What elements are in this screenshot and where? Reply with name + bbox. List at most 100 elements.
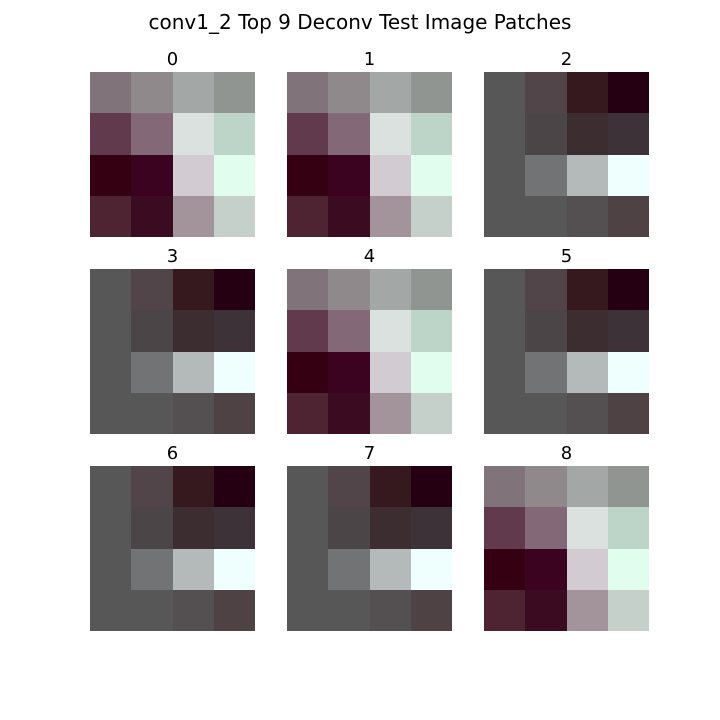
patch-grid-5 [484, 269, 649, 434]
patch-pixel-r2-c2 [566, 154, 608, 196]
patch-pixel-r3-c2 [172, 195, 214, 237]
patch-pixel-r3-c1 [328, 392, 370, 434]
patch-pixel-r3-c1 [131, 392, 173, 434]
patch-grid-7 [287, 466, 452, 631]
patch-pixel-r0-c0 [484, 466, 526, 508]
patch-pixel-r1-c2 [566, 507, 608, 549]
patch-title-2: 2 [560, 49, 573, 70]
patch-title-1: 1 [363, 49, 376, 70]
patch-pixel-r1-c3 [607, 310, 649, 352]
patch-pixel-r1-c0 [287, 113, 329, 155]
patch-pixel-r3-c3 [607, 392, 649, 434]
patch-pixel-r3-c0 [484, 589, 526, 631]
patch-grid-0 [90, 72, 255, 237]
patch-pixel-r2-c3 [607, 548, 649, 590]
patch-pixel-r0-c0 [90, 269, 132, 311]
patch-pixel-r1-c2 [369, 310, 411, 352]
patch-pixel-r0-c1 [131, 72, 173, 114]
patch-pixel-r0-c3 [607, 72, 649, 114]
patch-pixel-r2-c1 [525, 154, 567, 196]
patch-pixel-r1-c2 [172, 113, 214, 155]
patch-pixel-r1-c1 [328, 310, 370, 352]
patch-pixel-r1-c1 [328, 507, 370, 549]
patch-pixel-r1-c3 [410, 310, 452, 352]
patch-pixel-r2-c0 [287, 154, 329, 196]
patch-grid-8 [484, 466, 649, 631]
patch-pixel-r3-c0 [484, 195, 526, 237]
patch-pixel-r0-c2 [172, 269, 214, 311]
patch-title-0: 0 [166, 49, 179, 70]
patch-grid-3 [90, 269, 255, 434]
patch-pixel-r0-c1 [525, 466, 567, 508]
patch-pixel-r1-c3 [410, 507, 452, 549]
patch-title-4: 4 [363, 246, 376, 267]
patch-pixel-r1-c1 [525, 113, 567, 155]
patch-pixel-r1-c0 [90, 113, 132, 155]
patch-pixel-r3-c3 [213, 392, 255, 434]
patch-pixel-r1-c0 [484, 113, 526, 155]
patch-pixel-r0-c2 [369, 72, 411, 114]
patch-pixel-r1-c0 [90, 310, 132, 352]
patch-pixel-r1-c1 [525, 310, 567, 352]
patch-pixel-r2-c2 [369, 548, 411, 590]
patch-pixel-r3-c3 [607, 589, 649, 631]
patch-pixel-r2-c2 [172, 548, 214, 590]
patch-pixel-r1-c2 [172, 507, 214, 549]
patch-pixel-r3-c0 [90, 195, 132, 237]
patch-pixel-r1-c0 [287, 310, 329, 352]
patch-pixel-r3-c1 [328, 195, 370, 237]
patch-pixel-r1-c0 [90, 507, 132, 549]
patch-pixel-r0-c3 [213, 466, 255, 508]
patch-pixel-r2-c3 [410, 548, 452, 590]
patch-pixel-r1-c1 [131, 310, 173, 352]
patch-pixel-r2-c0 [90, 154, 132, 196]
patch-pixel-r2-c0 [287, 351, 329, 393]
patch-pixel-r0-c0 [287, 72, 329, 114]
patch-grid-1 [287, 72, 452, 237]
patch-pixel-r3-c1 [525, 589, 567, 631]
patch-pixel-r3-c2 [172, 392, 214, 434]
patch-pixel-r2-c2 [172, 154, 214, 196]
patch-pixel-r2-c3 [213, 154, 255, 196]
patch-pixel-r1-c1 [525, 507, 567, 549]
patch-pixel-r2-c2 [172, 351, 214, 393]
patch-grid-6 [90, 466, 255, 631]
patch-pixel-r0-c0 [484, 269, 526, 311]
patch-pixel-r3-c0 [90, 392, 132, 434]
patch-pixel-r3-c3 [410, 195, 452, 237]
patch-pixel-r2-c3 [410, 351, 452, 393]
patch-pixel-r2-c3 [607, 351, 649, 393]
patch-pixel-r0-c2 [172, 466, 214, 508]
patch-pixel-r3-c3 [410, 589, 452, 631]
patch-pixel-r2-c3 [213, 351, 255, 393]
patch-pixel-r1-c2 [172, 310, 214, 352]
patch-grid-2 [484, 72, 649, 237]
patch-pixel-r3-c1 [525, 195, 567, 237]
patch-grid-4 [287, 269, 452, 434]
patch-pixel-r0-c2 [566, 269, 608, 311]
patch-pixel-r3-c3 [410, 392, 452, 434]
patch-pixel-r3-c1 [525, 392, 567, 434]
patch-title-5: 5 [560, 246, 573, 267]
patch-pixel-r0-c1 [131, 269, 173, 311]
patch-pixel-r0-c3 [410, 72, 452, 114]
patch-pixel-r2-c0 [287, 548, 329, 590]
patch-pixel-r3-c1 [328, 589, 370, 631]
patch-pixel-r2-c3 [607, 154, 649, 196]
patch-pixel-r0-c3 [213, 269, 255, 311]
patch-pixel-r0-c3 [410, 269, 452, 311]
patch-pixel-r1-c3 [213, 507, 255, 549]
patch-pixel-r0-c3 [607, 466, 649, 508]
patch-pixel-r0-c2 [172, 72, 214, 114]
patch-pixel-r2-c1 [525, 548, 567, 590]
patch-pixel-r1-c2 [566, 310, 608, 352]
patch-pixel-r0-c1 [525, 269, 567, 311]
patch-pixel-r1-c1 [131, 507, 173, 549]
patch-pixel-r2-c1 [131, 154, 173, 196]
patch-pixel-r3-c2 [566, 195, 608, 237]
patch-pixel-r3-c3 [607, 195, 649, 237]
patch-pixel-r3-c3 [213, 589, 255, 631]
patch-pixel-r3-c0 [287, 589, 329, 631]
patch-pixel-r0-c2 [566, 466, 608, 508]
patch-pixel-r0-c1 [328, 72, 370, 114]
